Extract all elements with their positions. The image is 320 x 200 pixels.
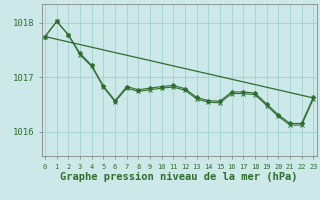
X-axis label: Graphe pression niveau de la mer (hPa): Graphe pression niveau de la mer (hPa) — [60, 172, 298, 182]
